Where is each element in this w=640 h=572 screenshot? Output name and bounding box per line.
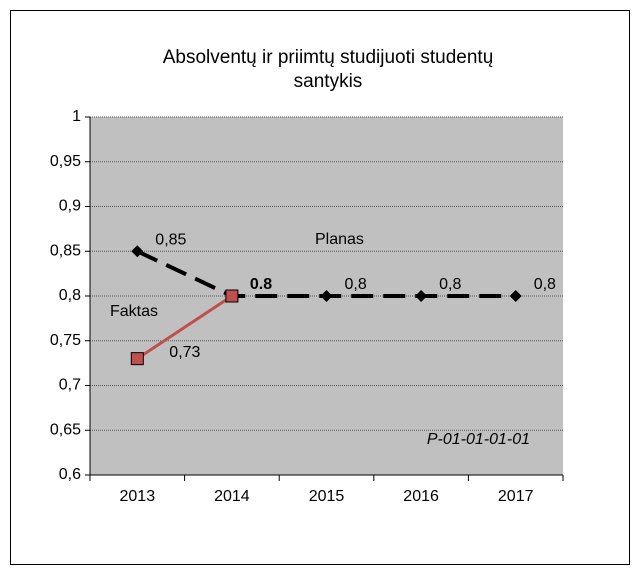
y-tick-label: 0,75 bbox=[50, 332, 81, 349]
data-label: 0,8 bbox=[534, 276, 556, 293]
x-tick-label: 2013 bbox=[120, 488, 156, 505]
y-tick-label: 0,65 bbox=[50, 421, 81, 438]
y-tick-label: 0,85 bbox=[50, 242, 81, 259]
x-tick-label: 2014 bbox=[214, 488, 250, 505]
x-tick-label: 2017 bbox=[498, 488, 534, 505]
data-label: 0,8 bbox=[345, 276, 367, 293]
marker bbox=[130, 352, 144, 366]
data-label: 0,85 bbox=[155, 231, 186, 248]
y-tick-label: 0,95 bbox=[50, 153, 81, 170]
y-tick-label: 0,7 bbox=[59, 377, 81, 394]
marker bbox=[131, 245, 144, 258]
series-name: Faktas bbox=[110, 303, 158, 320]
marker bbox=[415, 290, 428, 302]
y-tick-label: 0,9 bbox=[59, 198, 81, 215]
annotation: P-01-01-01-01 bbox=[427, 431, 530, 448]
data-label: 0,73 bbox=[169, 344, 200, 361]
marker bbox=[320, 290, 333, 302]
chart-title: Absolventų ir priimtų studijuoti student… bbox=[162, 47, 494, 92]
series-line bbox=[136, 294, 233, 360]
marker bbox=[225, 289, 239, 303]
data-label: 0.8 bbox=[250, 276, 272, 293]
x-tick-label: 2015 bbox=[309, 488, 345, 505]
x-tick-label: 2016 bbox=[403, 488, 439, 505]
data-label: 0,8 bbox=[439, 276, 461, 293]
marker bbox=[509, 290, 522, 302]
y-tick-label: 0,6 bbox=[59, 466, 81, 483]
series-name: Planas bbox=[315, 231, 364, 248]
y-tick-label: 0,8 bbox=[59, 287, 81, 304]
y-tick-label: 1 bbox=[72, 108, 81, 125]
